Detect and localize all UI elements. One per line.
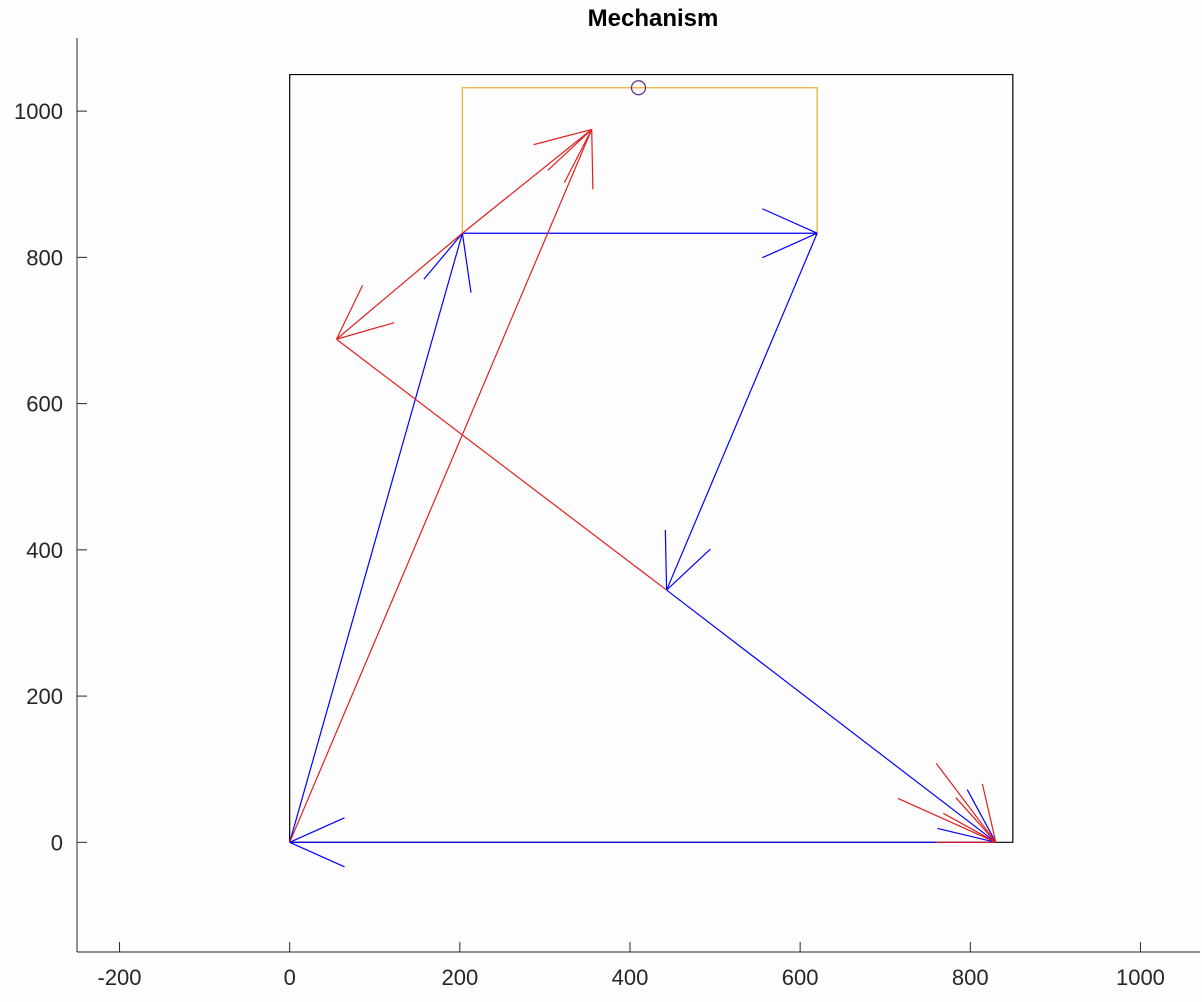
arrowhead-9-1 xyxy=(336,322,395,340)
arrowhead-11-0 xyxy=(943,812,997,843)
y-tick-label: 200 xyxy=(26,684,63,709)
arrowhead-8-1 xyxy=(533,128,592,146)
ticks: -200 0 200 400 600 800 1000 0 200 400 600 800 1000 xyxy=(14,99,1165,990)
y-tick-label: 800 xyxy=(26,245,63,270)
x-tick-label: 800 xyxy=(952,965,989,990)
y-tick-label: 400 xyxy=(26,538,63,563)
plot-area xyxy=(289,73,1014,868)
series-line-4 xyxy=(666,232,818,591)
series-line-11 xyxy=(935,762,997,843)
y-tick-label: 0 xyxy=(51,830,63,855)
arrowhead-11-1 xyxy=(981,783,997,843)
arrowhead-5-1 xyxy=(966,789,997,843)
arrowhead-8-0 xyxy=(563,129,593,184)
arrowhead-7-1 xyxy=(547,128,593,171)
axes xyxy=(76,38,1200,953)
arrowhead-2-1 xyxy=(423,232,463,280)
arrowhead-4-0 xyxy=(664,530,668,591)
x-tick-label: 0 xyxy=(284,965,296,990)
x-tick-label: -200 xyxy=(98,965,142,990)
arrowhead-5-0 xyxy=(937,827,996,843)
series-line-7 xyxy=(289,129,593,843)
series-line-8 xyxy=(462,128,593,234)
arrowhead-9-0 xyxy=(335,284,364,340)
series-line-9 xyxy=(336,232,463,340)
series-line-12 xyxy=(897,797,997,843)
x-tick-label: 200 xyxy=(441,965,478,990)
series-line-2 xyxy=(289,233,463,843)
arrowhead-12-1 xyxy=(955,797,997,843)
x-tick-label: 400 xyxy=(612,965,649,990)
arrowhead-6-0 xyxy=(289,817,345,843)
arrowhead-3-0 xyxy=(762,232,818,259)
y-tick-label: 1000 xyxy=(14,99,63,124)
arrowhead-7-0 xyxy=(591,129,594,190)
chart-title: Mechanism xyxy=(588,5,719,32)
arrowhead-6-1 xyxy=(289,841,345,868)
arrowhead-4-1 xyxy=(666,548,711,591)
arrowhead-3-1 xyxy=(762,208,818,234)
series-line-10 xyxy=(336,338,667,591)
series-line-1 xyxy=(461,87,818,234)
arrowhead-2-0 xyxy=(461,233,472,293)
marker-circle-0 xyxy=(630,80,647,96)
y-tick-label: 600 xyxy=(26,392,63,417)
x-tick-label: 600 xyxy=(782,965,819,990)
x-tick-label: 1000 xyxy=(1116,965,1165,990)
series-line-5 xyxy=(666,589,997,843)
